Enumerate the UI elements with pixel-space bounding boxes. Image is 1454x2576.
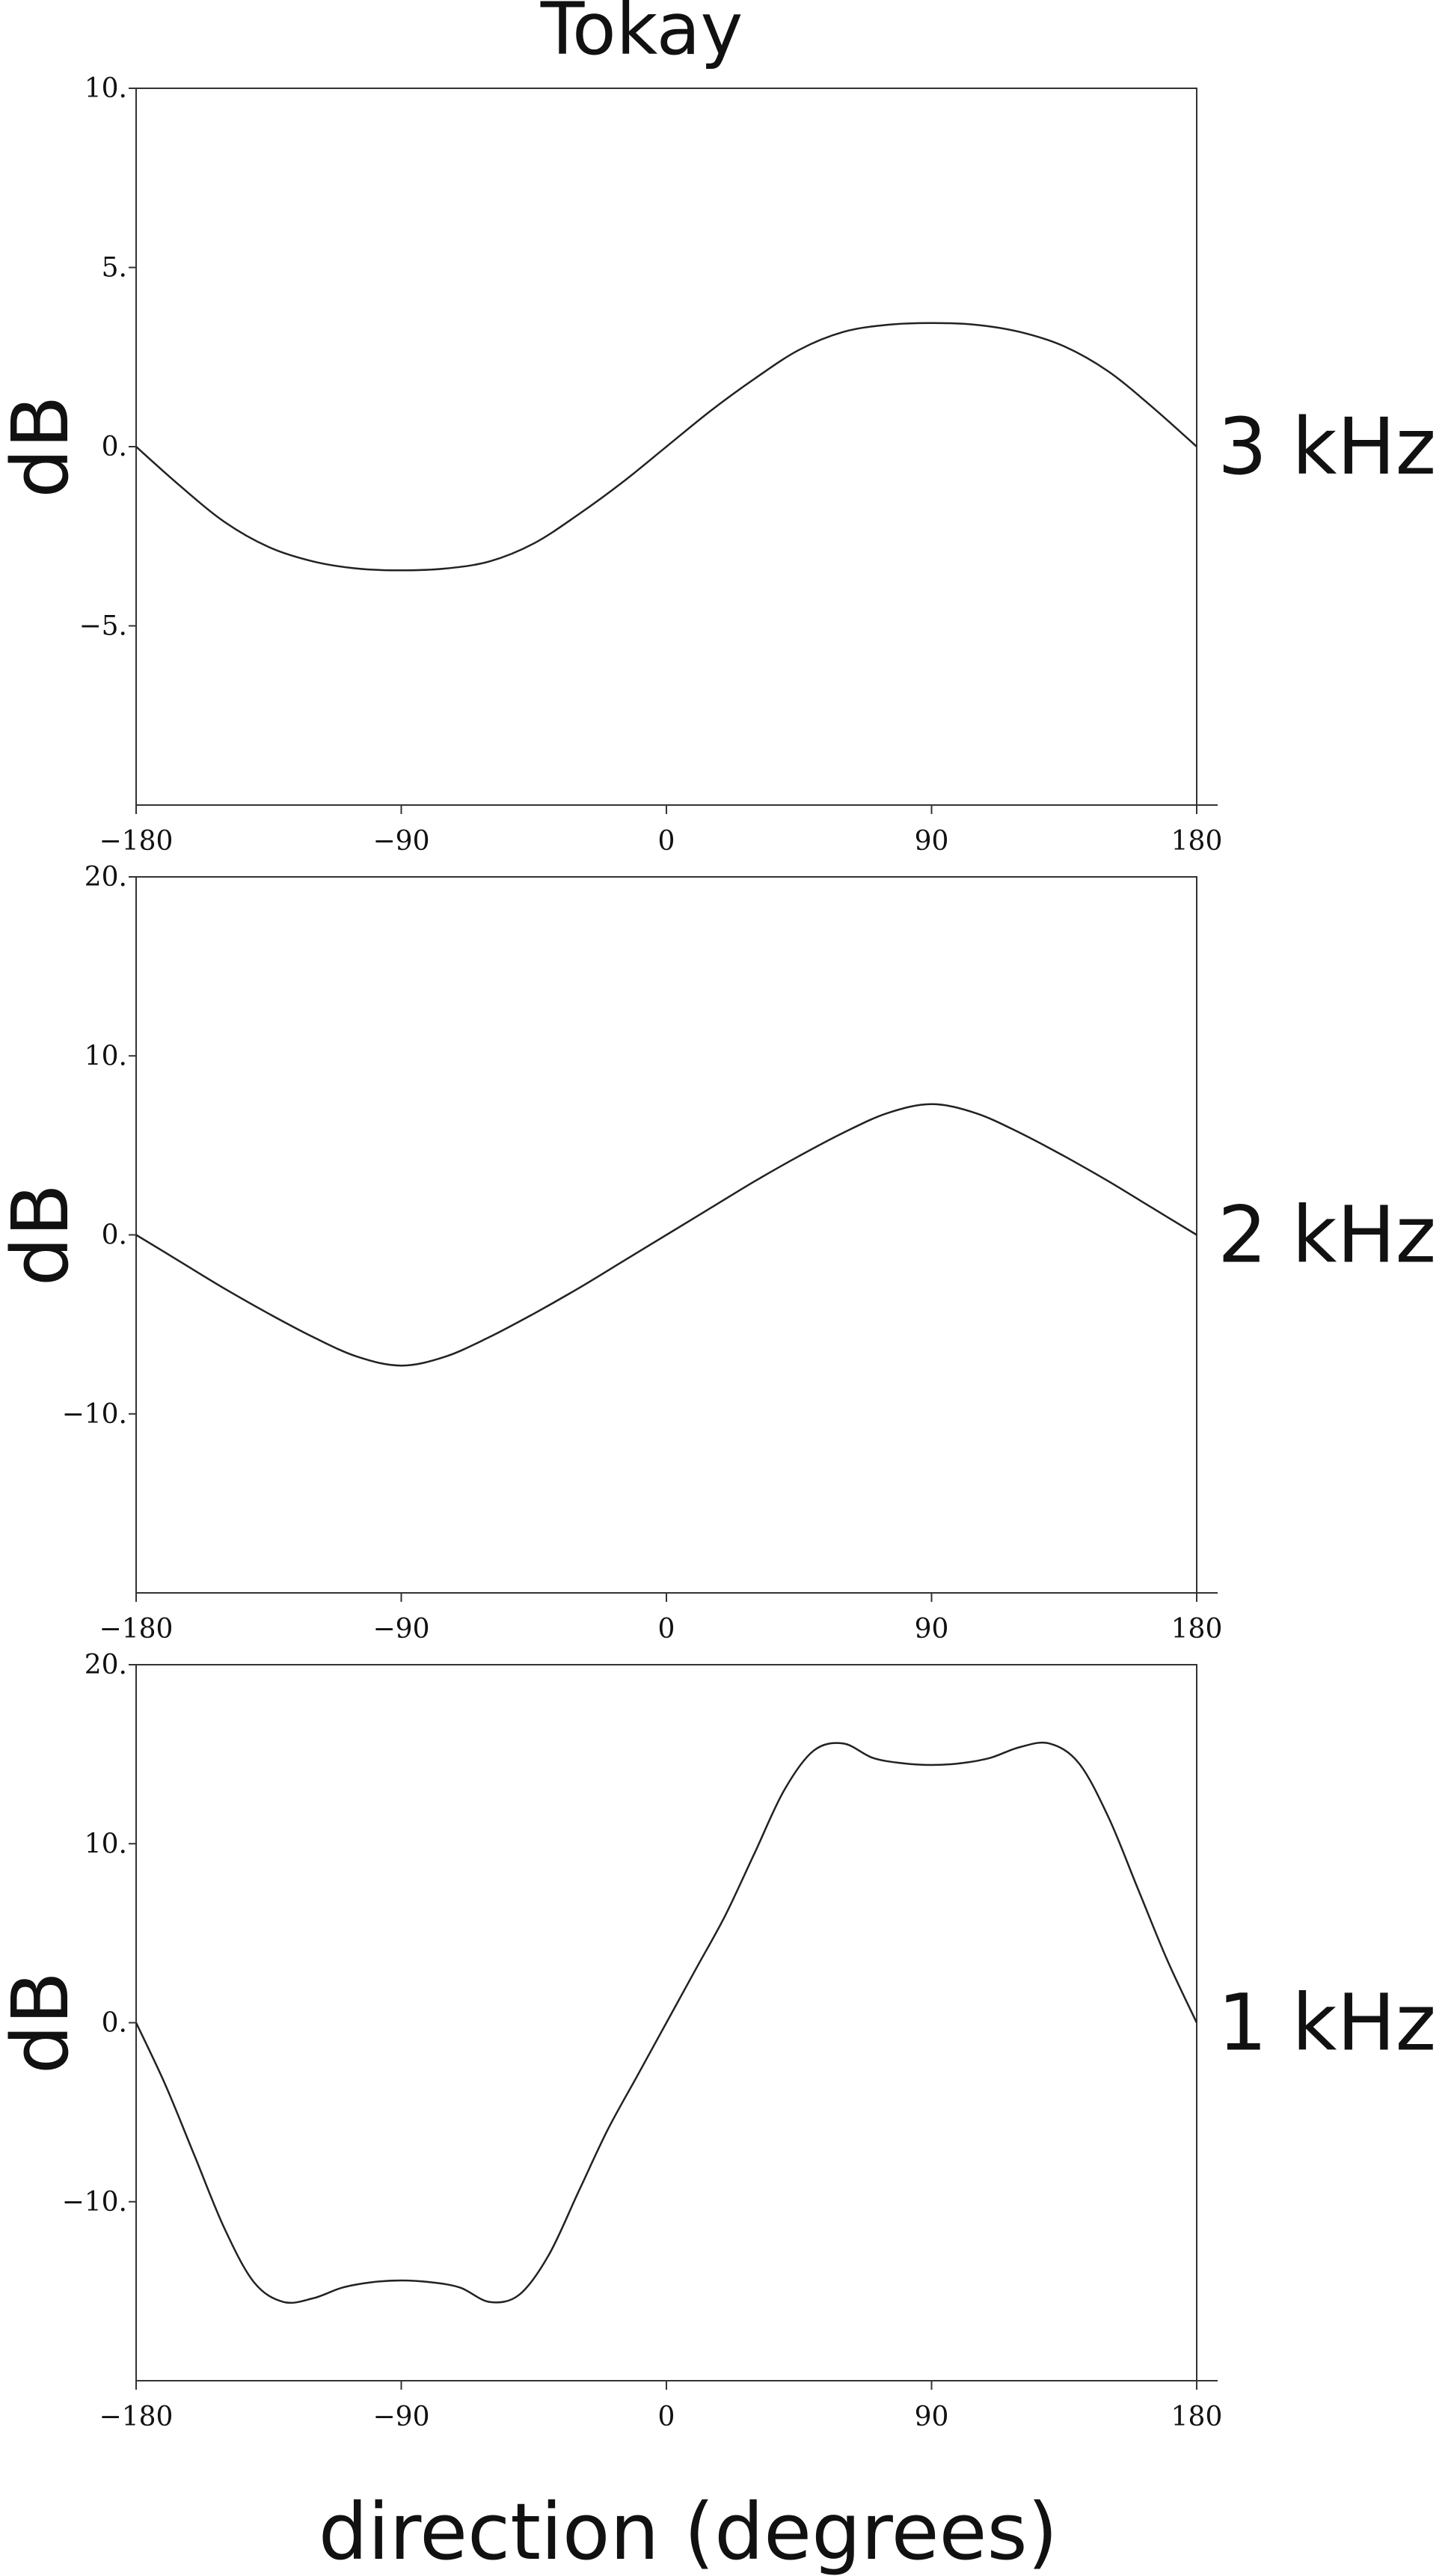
y-tick-label: −10. <box>62 1399 127 1430</box>
panel-frame <box>136 88 1197 805</box>
panel-frequency-label: 1 kHz <box>1218 1977 1436 2069</box>
y-tick-label: −5. <box>79 611 127 642</box>
x-tick-label: 90 <box>915 2402 949 2432</box>
x-tick-label: 90 <box>915 1614 949 1645</box>
y-axis-label: dB <box>0 1184 86 1286</box>
y-tick-label: 20. <box>85 1650 127 1680</box>
x-tick-label: 180 <box>1171 2402 1223 2432</box>
y-tick-label: 20. <box>85 862 127 893</box>
x-tick-label: 0 <box>658 2402 675 2432</box>
panel-frame <box>136 1664 1197 2381</box>
x-tick-label: −90 <box>373 2402 430 2432</box>
x-tick-label: −90 <box>373 826 430 857</box>
y-tick-label: −10. <box>62 2187 127 2218</box>
series-line <box>135 322 1197 572</box>
y-tick-label: 5. <box>102 253 127 284</box>
x-axis-label: direction (degrees) <box>319 2486 1058 2576</box>
panel-frame <box>136 876 1197 1593</box>
y-tick-label: 10. <box>85 73 127 104</box>
x-tick-label: 90 <box>915 826 949 857</box>
panel-2: −180 −90 0 90 180 −10. 0. 10. 20. dB 2 kHz <box>0 862 1436 1645</box>
y-tick-label: 0. <box>102 2008 127 2039</box>
x-tick-label: −180 <box>99 2402 174 2432</box>
series-line <box>135 1103 1197 1367</box>
x-tick-label: 180 <box>1171 826 1223 857</box>
y-tick-label: 0. <box>102 432 127 462</box>
y-tick-label: 10. <box>85 1829 127 1859</box>
panel-frequency-label: 3 kHz <box>1218 401 1436 492</box>
y-axis-label: dB <box>0 395 86 498</box>
x-tick-label: 0 <box>658 826 675 857</box>
x-tick-label: 0 <box>658 1614 675 1645</box>
x-tick-label: −180 <box>99 826 174 857</box>
panel-3: −180 −90 0 90 180 −10. 0. 10. 20. dB 1 kHz <box>0 1650 1436 2432</box>
figure-title: Tokay <box>540 0 743 71</box>
panel-frequency-label: 2 kHz <box>1218 1190 1436 1281</box>
x-tick-label: −90 <box>373 1614 430 1645</box>
chart-panels: −180 −90 0 90 180 −5. 0. 5. 10. dB 3 kHz −180 −90 0 90… <box>0 73 1436 2432</box>
panel-1: −180 −90 0 90 180 −5. 0. 5. 10. dB 3 kHz <box>0 73 1436 857</box>
x-tick-label: 180 <box>1171 1614 1223 1645</box>
y-tick-label: 0. <box>102 1220 127 1251</box>
y-axis-label: dB <box>0 1971 86 2074</box>
series-line <box>135 1741 1198 2304</box>
y-tick-label: 10. <box>85 1041 127 1071</box>
x-tick-label: −180 <box>99 1614 174 1645</box>
